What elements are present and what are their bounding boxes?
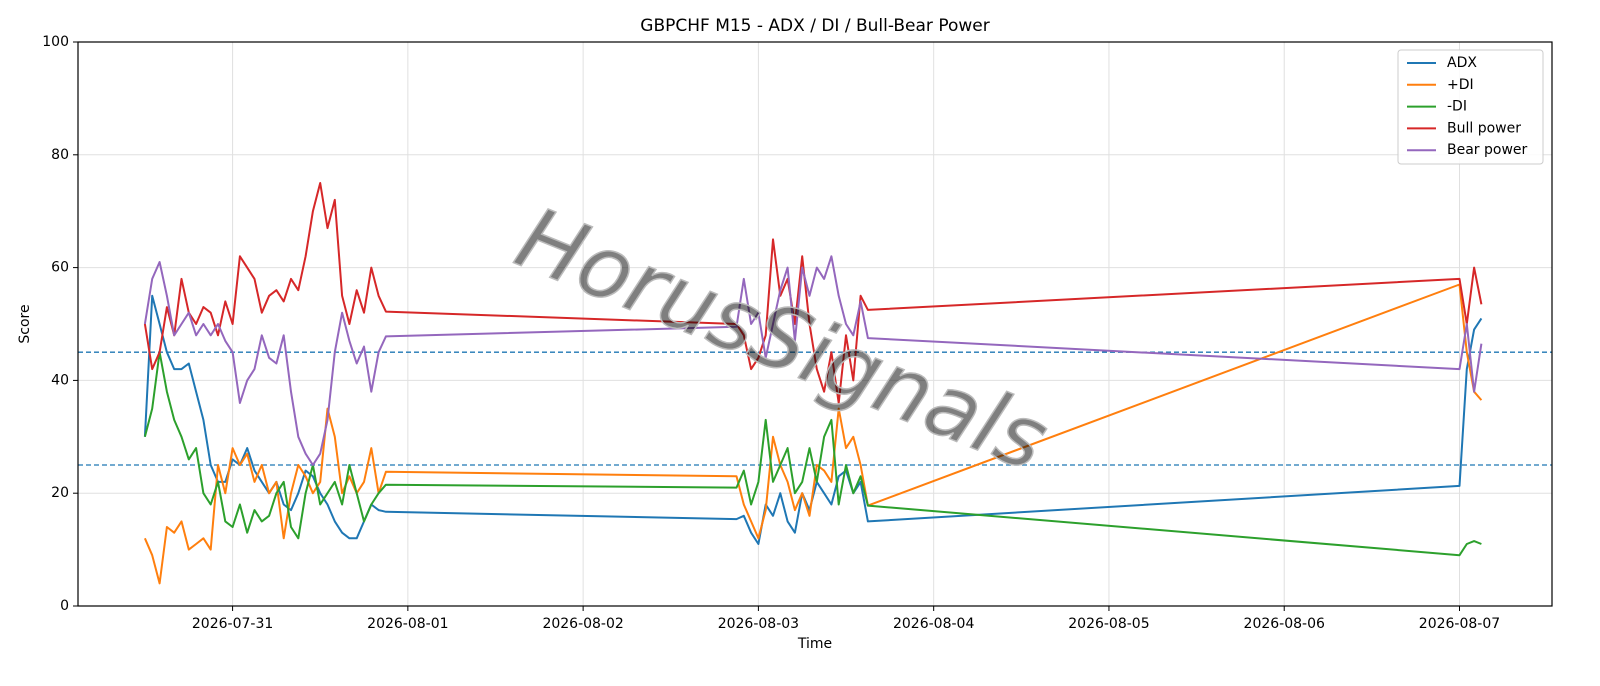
- x-tick-label: 2026-08-03: [718, 616, 799, 632]
- legend-label: Bull power: [1447, 120, 1521, 136]
- series-line: [143, 283, 1483, 585]
- y-axis-label: Score: [17, 304, 33, 343]
- x-tick-label: 2026-08-01: [367, 616, 448, 632]
- plot-frame: [77, 41, 1553, 607]
- x-tick-label: 2026-08-02: [542, 616, 623, 632]
- y-tick-label: 0: [60, 598, 69, 614]
- series-line: [143, 294, 1483, 545]
- y-tick-label: 20: [51, 485, 69, 501]
- x-tick-label: 2026-07-31: [192, 616, 273, 632]
- legend-label: Bear power: [1447, 142, 1528, 158]
- legend-label: -DI: [1447, 99, 1467, 115]
- x-tick-label: 2026-08-04: [893, 616, 974, 632]
- x-tick-label: 2026-08-06: [1244, 616, 1325, 632]
- x-tick-label: 2026-08-05: [1068, 616, 1149, 632]
- legend-label: +DI: [1447, 77, 1474, 93]
- y-tick-label: 80: [51, 147, 69, 163]
- x-axis-label: Time: [797, 636, 832, 652]
- series-line: [143, 255, 1483, 466]
- legend-label: ADX: [1447, 55, 1477, 71]
- y-tick-label: 100: [42, 34, 69, 50]
- legend-box: [1397, 49, 1544, 165]
- chart-title: GBPCHF M15 - ADX / DI / Bull-Bear Power: [640, 16, 989, 36]
- y-tick-label: 40: [51, 372, 69, 388]
- x-tick-label: 2026-08-07: [1419, 616, 1500, 632]
- y-tick-label: 60: [51, 260, 69, 276]
- series-line: [143, 351, 1482, 557]
- series-line: [143, 182, 1483, 404]
